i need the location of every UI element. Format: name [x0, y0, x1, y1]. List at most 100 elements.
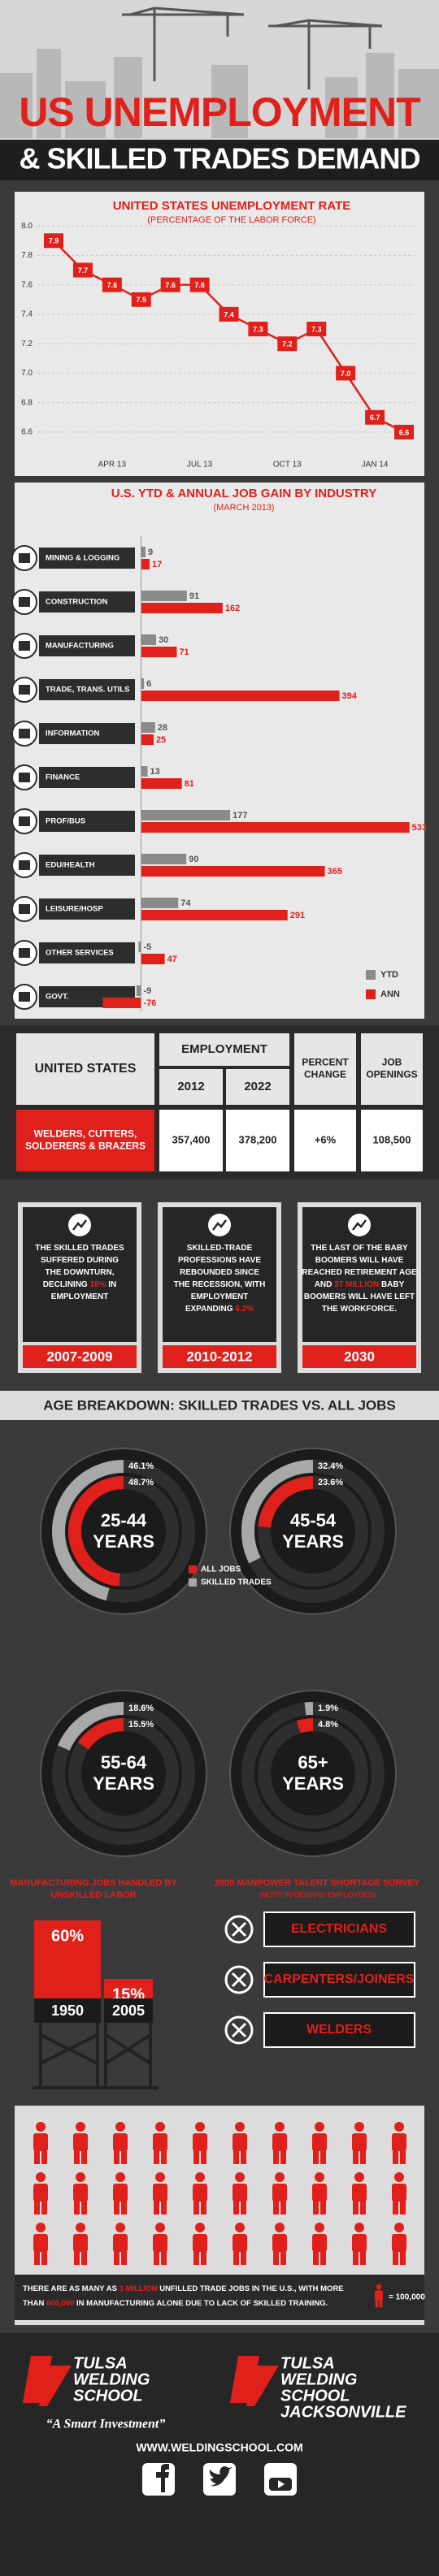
openings-header: JOB: [382, 1057, 402, 1068]
industry-icon-glyph: [19, 904, 30, 914]
bar-value: 6: [146, 679, 151, 689]
point-label-box: [277, 336, 298, 352]
logo-mark: [230, 2356, 279, 2406]
figure-leg: [201, 2250, 206, 2265]
figure-head: [394, 2223, 404, 2232]
figure-body: [73, 2133, 88, 2151]
figure-head: [155, 2223, 165, 2232]
facebook-glyph: [156, 2464, 169, 2492]
figure-head: [315, 2223, 324, 2232]
figure-body: [193, 2234, 207, 2252]
figure-leg: [74, 2250, 80, 2265]
figure-head: [315, 2172, 324, 2182]
year: 2012: [177, 1080, 204, 1093]
figure-leg: [201, 2200, 206, 2214]
figures: [33, 2122, 406, 2265]
unfilled-text-band: [15, 2275, 424, 2320]
fact-text-part: EXPANDING: [185, 1305, 236, 1314]
figure-leg: [161, 2200, 167, 2214]
group-header: EMPLOYMENT: [181, 1042, 267, 1056]
bar-value: 90: [189, 855, 198, 864]
bar: [141, 634, 157, 645]
point-label: 7.9: [49, 237, 59, 245]
bar: [141, 734, 154, 745]
industry-label-box: [39, 855, 135, 876]
figure-leg: [233, 2150, 239, 2164]
figure-head: [394, 2122, 404, 2132]
bar-value: 74: [180, 898, 191, 908]
point-label-box: [189, 277, 210, 292]
figure-leg: [193, 2200, 199, 2214]
figure-leg: [201, 2150, 206, 2164]
figure-leg: [154, 2150, 159, 2164]
region-cell: [16, 1033, 154, 1105]
social-icons: [142, 2463, 297, 2496]
bar: [141, 910, 288, 920]
occupation: SOLDERERS & BRAZERS: [25, 1141, 146, 1152]
donut-arc: [58, 1702, 124, 1751]
footer-background: [0, 2333, 439, 2576]
y-tick-label: 7.0: [21, 369, 33, 378]
fact-text-part: 18%: [89, 1280, 106, 1289]
survey-icon: [224, 1915, 254, 1944]
figure-body: [153, 2234, 167, 2252]
age-group: 55-64: [101, 1752, 147, 1773]
figure-leg: [161, 2150, 167, 2164]
fact-text: THE WORKFORCE.: [322, 1305, 397, 1314]
fact-text: EMPLOYMENT: [51, 1292, 109, 1301]
logo-mark: [23, 2356, 72, 2406]
bar: [141, 766, 148, 777]
donut-value: 23.6%: [318, 1478, 343, 1487]
facebook-icon[interactable]: [142, 2463, 175, 2496]
industry-label-box: [39, 811, 135, 832]
figure-leg: [379, 2299, 383, 2308]
figure-leg: [280, 2200, 286, 2214]
figure-leg: [393, 2200, 398, 2214]
point-label-box: [131, 292, 151, 307]
value-cell: [159, 1110, 223, 1171]
point-label-box: [44, 233, 63, 249]
subtitle: & SKILLED TRADES DEMAND: [19, 142, 419, 175]
point-label-box: [248, 322, 268, 336]
figure-leg: [41, 2200, 47, 2214]
fact-text-part: BOOMERS WILL HAVE: [315, 1256, 404, 1265]
fact-text: THE SKILLED TRADES: [35, 1244, 124, 1253]
point-label: 7.3: [253, 325, 263, 333]
figure-head: [76, 2122, 85, 2132]
figure-leg: [154, 2250, 159, 2265]
unfilled-text-part: 3 MILLION: [120, 2284, 158, 2293]
logo-text: WELDING: [73, 2370, 150, 2388]
y-tick-label: 6.8: [21, 398, 33, 407]
industry-label-box: [39, 591, 135, 613]
legend-label: YTD: [380, 970, 398, 980]
figure-body: [73, 2234, 88, 2252]
donut-arc: [77, 1718, 124, 1751]
age-title-band: [0, 1391, 439, 1420]
category-label: 2005: [112, 2002, 145, 2019]
bar: [141, 822, 410, 833]
figure-leg: [74, 2200, 80, 2214]
fact-text-part: AND: [315, 1280, 334, 1289]
fact-text: EMPLOYMENT: [191, 1292, 249, 1301]
logo-text: WELDING: [280, 2370, 357, 2388]
chart-subtitle: (MARCH 2013): [213, 503, 274, 513]
fact-text-part: EMPLOYMENT: [191, 1292, 249, 1301]
figure-head: [155, 2172, 165, 2182]
figure-head: [155, 2122, 165, 2132]
bar-value: 162: [225, 604, 240, 613]
bar: [141, 866, 325, 877]
figure-leg: [193, 2250, 199, 2265]
change-header: CHANGE: [304, 1069, 346, 1080]
figure-head: [36, 2172, 46, 2182]
figure-head: [195, 2223, 205, 2232]
industry-label: PROF/BUS: [46, 817, 85, 826]
fact-text: BOOMERS WILL HAVE LEFT: [304, 1292, 415, 1301]
figure-body: [272, 2234, 287, 2252]
bar-value: -76: [143, 998, 156, 1008]
fact-period: 2010-2012: [186, 1349, 252, 1364]
figure-leg: [241, 2200, 246, 2214]
figure-leg: [233, 2250, 239, 2265]
scaffolding: [33, 2023, 159, 2089]
figure-head: [394, 2172, 404, 2182]
